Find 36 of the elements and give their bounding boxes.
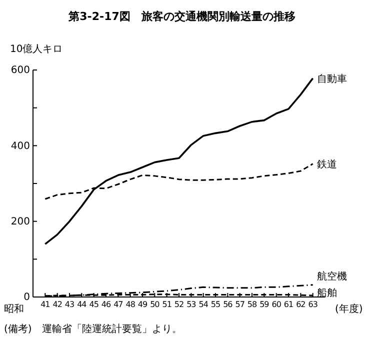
x-tick-label: 43 bbox=[64, 300, 74, 310]
y-tick-label: 0 bbox=[24, 292, 30, 304]
x-tick-label: 63 bbox=[308, 300, 318, 310]
text: 昭和 bbox=[4, 303, 24, 315]
chart-title: 第3-2-17図 旅客の交通機関別輸送量の推移 bbox=[68, 10, 296, 23]
series-label: 鉄道 bbox=[316, 158, 337, 170]
x-tick-label: 61 bbox=[284, 300, 294, 310]
x-tick-label: 55 bbox=[210, 300, 220, 310]
y-tick-label: 200 bbox=[10, 216, 30, 228]
x-tick-label: 48 bbox=[126, 300, 136, 310]
series-label: 航空機 bbox=[316, 270, 347, 282]
series-label: 自動車 bbox=[316, 72, 347, 85]
x-tick-label: 58 bbox=[247, 300, 257, 310]
x-tick-label: 59 bbox=[260, 300, 270, 310]
y-axis-title: 10億人キロ bbox=[10, 43, 63, 55]
x-tick-label: 42 bbox=[52, 300, 62, 310]
x-tick-label: 45 bbox=[89, 300, 99, 310]
x-tick-label: 53 bbox=[186, 300, 196, 310]
x-tick-label: 62 bbox=[296, 300, 306, 310]
x-tick-label: 54 bbox=[198, 300, 208, 310]
x-axis-title: (年度) bbox=[335, 303, 363, 315]
x-tick-label: 50 bbox=[150, 300, 160, 310]
text: (備考) 運輸省「陸運統計要覧」より。 bbox=[4, 323, 182, 335]
x-tick-label: 49 bbox=[138, 300, 148, 310]
x-tick-label: 57 bbox=[235, 300, 245, 310]
x-tick-label: 56 bbox=[223, 300, 233, 310]
x-tick-label: 51 bbox=[162, 300, 172, 310]
y-tick-label: 600 bbox=[10, 65, 30, 76]
x-tick-label: 60 bbox=[272, 300, 282, 310]
x-tick-label: 47 bbox=[114, 300, 124, 310]
y-tick-label: 400 bbox=[10, 140, 30, 152]
x-tick-label: 46 bbox=[101, 300, 111, 310]
x-tick-label: 41 bbox=[40, 300, 50, 310]
x-tick-label: 52 bbox=[174, 300, 184, 310]
series-label: 船舶 bbox=[316, 286, 337, 299]
x-tick-label: 44 bbox=[77, 300, 87, 310]
